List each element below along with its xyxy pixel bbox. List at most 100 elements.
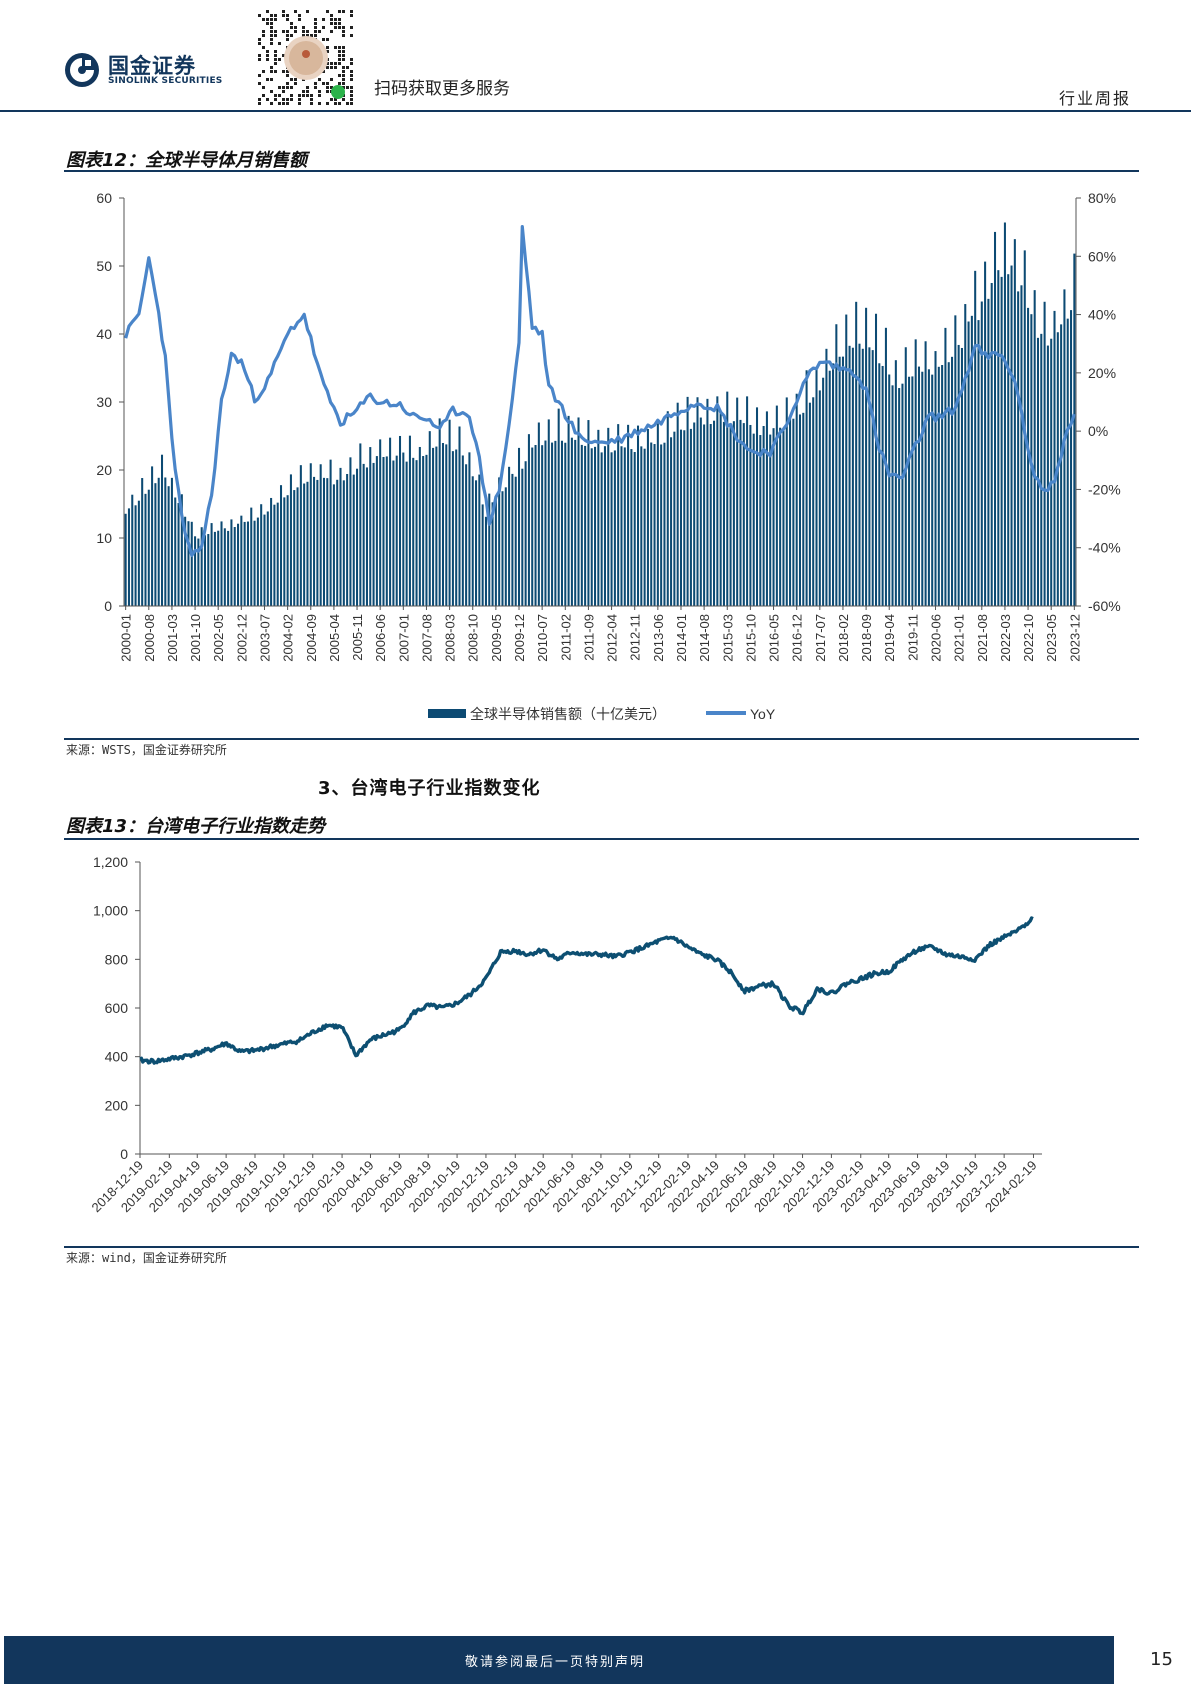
semiconductor-sales-chart: 0 10 20 30 40 50 60 -60% -40% -20% 0% 20% 40% 60% 80% 2… (96, 190, 1120, 722)
sales-bar (230, 519, 233, 606)
sales-bar (194, 536, 197, 606)
sales-bar (1000, 276, 1003, 606)
x-tick-label: 2012-04 (605, 614, 620, 662)
sales-bar (402, 452, 405, 606)
sales-bar (825, 348, 828, 606)
x-tick-label: 2007-08 (419, 614, 434, 662)
sales-bar (151, 466, 154, 606)
sales-bar (673, 431, 676, 606)
sales-bar (911, 376, 914, 606)
yoy-line-group (124, 225, 1076, 558)
sales-bar (964, 304, 967, 606)
y-tick-label: 400 (105, 1049, 129, 1065)
sales-bar (736, 397, 739, 606)
qr-caption: 扫码获取更多服务 (374, 79, 510, 99)
sales-bar (560, 440, 564, 606)
sales-bar (732, 421, 735, 606)
sales-bar (349, 457, 352, 606)
sales-bar (891, 385, 894, 606)
sales-bar (653, 444, 656, 606)
sales-bar (316, 479, 319, 606)
sales-bar (1036, 337, 1040, 606)
sales-bar (640, 446, 643, 606)
sales-bar (713, 420, 716, 606)
sales-bar (855, 301, 858, 606)
sales-bar (931, 374, 934, 606)
sales-bar (233, 527, 236, 606)
figure-13-top-rule (64, 838, 1139, 840)
sales-bar (508, 466, 511, 606)
sales-bar (841, 356, 844, 606)
sales-bar (861, 348, 864, 606)
sales-bar (746, 396, 749, 606)
qr-code-icon[interactable] (258, 10, 354, 106)
sales-bar (210, 523, 213, 606)
sales-bar (752, 433, 755, 606)
sales-bar (392, 460, 395, 606)
x-tick-label: 2004-09 (304, 614, 319, 662)
sales-bar (865, 307, 868, 606)
sales-bar (868, 347, 871, 606)
y-tick-label: 1,200 (93, 854, 128, 870)
sales-bar (769, 434, 772, 606)
footer-disclaimer[interactable]: 敬请参阅最后一页特别声明 (464, 1655, 645, 1670)
sales-bar (739, 419, 742, 606)
sales-bar (527, 434, 530, 606)
sales-bar (190, 521, 193, 606)
sales-bar (356, 468, 359, 606)
sales-bar (299, 465, 302, 606)
sales-bar (785, 397, 788, 606)
sales-bar (617, 424, 620, 606)
sales-bar (471, 476, 474, 606)
sales-bar (990, 282, 993, 606)
sales-bar (888, 374, 891, 606)
sales-bar (273, 504, 276, 606)
sales-bar (475, 480, 478, 606)
sales-bar (418, 446, 421, 606)
sales-bar (517, 447, 521, 606)
sales-bar (636, 425, 640, 606)
y-tick-label: 200 (105, 1097, 129, 1113)
x-tick-label: 2021-01 (952, 614, 967, 662)
sales-bar (303, 483, 306, 606)
figure-12-bottom-rule (64, 738, 1139, 740)
sales-bar (187, 521, 190, 606)
sales-bar (223, 528, 226, 606)
sales-bar (531, 447, 534, 606)
sales-bar (1070, 310, 1073, 606)
sales-bar (772, 428, 775, 606)
sales-bar (180, 494, 183, 606)
sales-bar (686, 396, 689, 606)
sales-bar (263, 514, 266, 606)
sales-bar (157, 477, 160, 606)
sales-bar (947, 362, 950, 606)
sales-bar (832, 363, 835, 606)
sales-bar (537, 422, 540, 606)
sales-bar (1020, 285, 1023, 606)
logo-chinese-name: 国金证券 (108, 54, 196, 78)
sales-bar (693, 422, 696, 606)
sales-bar (703, 424, 706, 606)
sales-bar (908, 376, 911, 606)
sales-bar (276, 502, 279, 606)
sales-bar (676, 402, 679, 606)
sales-bar (993, 231, 997, 606)
x-tick-label: 2022-03 (998, 614, 1013, 662)
sales-bar (498, 477, 501, 606)
sales-bar (762, 426, 765, 606)
sales-bar (987, 298, 990, 606)
sales-bar (789, 417, 792, 606)
sales-bar (309, 463, 312, 606)
sales-bar (491, 502, 494, 606)
sales-bar (541, 445, 544, 606)
sales-bar (848, 345, 851, 606)
sales-bar (977, 320, 980, 606)
sales-bar (488, 493, 491, 606)
sales-bar (372, 462, 375, 606)
sales-bar (570, 437, 573, 606)
x-tick-label: 2018-02 (836, 614, 851, 662)
sales-bar (147, 489, 150, 606)
sales-bar (494, 497, 497, 606)
sales-bar (722, 421, 725, 606)
x-tick-label: 2010-07 (535, 614, 550, 662)
